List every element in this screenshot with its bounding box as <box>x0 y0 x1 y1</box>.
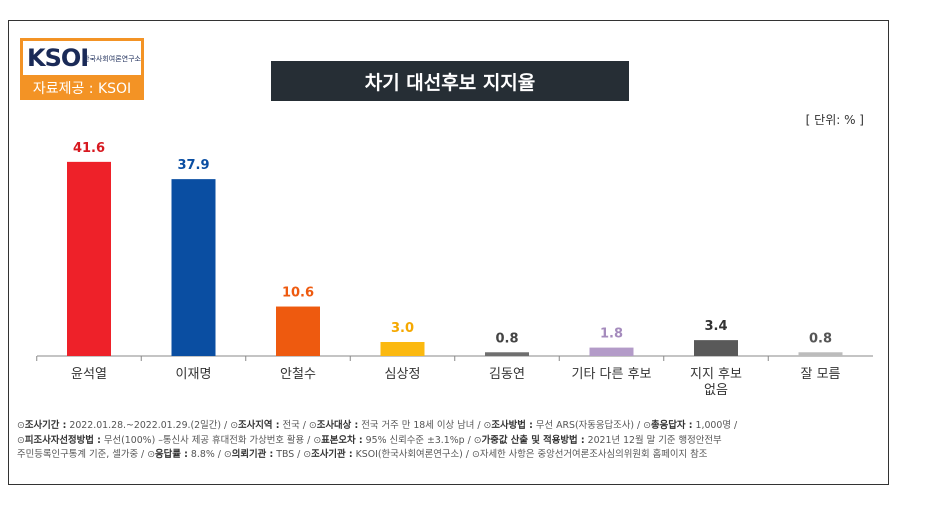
footnote-key: 조사기간 : <box>24 420 67 431</box>
bar-5 <box>485 352 529 356</box>
footnote-bullet: ⊙ <box>471 449 480 460</box>
footnote-key: 의뢰기관 : <box>231 449 274 460</box>
bar-7 <box>694 340 738 356</box>
footnote-key: 조사방법 : <box>491 420 533 431</box>
logo-subtitle: 한국사회여론연구소 <box>83 55 141 63</box>
logo-mark: KSOI <box>27 44 89 72</box>
footnote-bullet: ⊙ <box>308 420 317 431</box>
bar-4 <box>380 342 425 356</box>
footnote-line-3: 주민등록인구통계 기준, 셀가중 / ⊙응답률 : 8.8% / ⊙의뢰기관 :… <box>17 448 883 463</box>
value-label-3: 10.6 <box>282 286 314 301</box>
footnote-key: 조사대상 : <box>316 420 359 431</box>
footnote-bullet: ⊙ <box>643 420 651 431</box>
bar-6 <box>589 347 634 356</box>
footnote-value: 자세한 사항은 중앙선거여론조사심의위원회 홈페이지 참조 <box>479 449 708 460</box>
category-label-7: 없음 <box>704 383 728 398</box>
bar-8 <box>798 352 843 356</box>
category-label-6: 기타 다른 후보 <box>571 367 651 382</box>
footnote-bullet: ⊙ <box>313 434 322 446</box>
chart-frame: KSOI 한국사회여론연구소 자료제공 : KSOI 차기 대선후보 지지율 [… <box>8 20 889 485</box>
footnote-value: TBS / <box>273 449 304 460</box>
bar-2 <box>171 179 216 356</box>
footnote-value: 1,000명 / <box>692 420 738 431</box>
footnote-value: 8.8% / <box>187 449 224 460</box>
footnote-key: 표본오차 : <box>321 434 363 446</box>
footnote-key: 총응답자 : <box>651 420 693 431</box>
footnote-key: 조사지역 : <box>238 420 280 431</box>
category-label-3: 안철수 <box>280 367 316 382</box>
logo-top: KSOI 한국사회여론연구소 <box>23 41 141 75</box>
category-label-8: 잘 모름 <box>800 367 840 382</box>
footnote-value: 무선(100%) –통신사 제공 휴대전화 가상번호 활용 / <box>100 434 314 446</box>
ksoi-logo: KSOI 한국사회여론연구소 자료제공 : KSOI <box>20 38 144 100</box>
value-label-1: 41.6 <box>73 141 105 156</box>
footnote-bullet: ⊙ <box>17 420 25 431</box>
footnote-bullet: ⊙ <box>473 434 482 446</box>
footnote-bullet: ⊙ <box>223 449 232 460</box>
footnote-key: 가중값 산출 및 적용방법 : <box>481 434 585 446</box>
category-label-5: 김동연 <box>489 367 525 382</box>
footnote-key: 조사기관 : <box>311 449 353 460</box>
category-label-1: 윤석열 <box>71 367 107 382</box>
footnote-line-2: ⊙피조사자선정방법 : 무선(100%) –통신사 제공 휴대전화 가상번호 활… <box>17 434 883 449</box>
value-label-5: 0.8 <box>495 331 518 346</box>
category-label-7: 지지 후보 <box>690 367 742 382</box>
value-label-4: 3.0 <box>391 321 414 336</box>
footnote-value: 전국 거주 만 18세 이상 남녀 / <box>358 420 484 431</box>
footnote-value: KSOI(한국사회여론연구소) / <box>352 449 472 460</box>
footnote-bullet: ⊙ <box>303 449 312 460</box>
footnote-key: 피조사자선정방법 : <box>24 434 101 446</box>
footnote-bullet: ⊙ <box>230 420 239 431</box>
source-label: 자료제공 : KSOI <box>32 81 132 97</box>
value-label-7: 3.4 <box>704 319 727 334</box>
footnote-value: 2021년 12월 말 기준 행정안전부 <box>584 434 722 446</box>
footnote-value: 2022.01.28.~2022.01.29.(2일간) / <box>66 420 231 431</box>
value-label-6: 1.8 <box>600 327 623 342</box>
chart-title: 차기 대선후보 지지율 <box>271 61 629 101</box>
footnote-line-1: ⊙조사기간 : 2022.01.28.~2022.01.29.(2일간) / ⊙… <box>17 419 883 434</box>
footnote-value: 무선 ARS(자동응답조사) / <box>532 420 644 431</box>
bar-3 <box>276 306 320 356</box>
unit-label: [ 단위: % ] <box>805 113 864 127</box>
footnote-bullet: ⊙ <box>483 420 492 431</box>
survey-footnote: ⊙조사기간 : 2022.01.28.~2022.01.29.(2일간) / ⊙… <box>17 419 883 463</box>
bar-chart: 41.6 윤석열 37.9 이재명 10.6 안철수 3.0 심상정 0.8 김동연 1.8 기타 다… <box>36 141 873 398</box>
footnote-value: 주민등록인구통계 기준, 셀가중 / <box>17 449 148 460</box>
footnote-bullet: ⊙ <box>147 449 156 460</box>
value-label-8: 0.8 <box>809 331 832 346</box>
footnote-bullet: ⊙ <box>17 434 25 446</box>
footnote-key: 응답률 : <box>155 449 188 460</box>
footnote-value: 95% 신뢰수준 ±3.1%p / <box>362 434 474 446</box>
footnote-value: 전국 / <box>279 420 309 431</box>
category-label-2: 이재명 <box>176 367 212 382</box>
category-label-4: 심상정 <box>385 367 421 382</box>
bar-1 <box>67 161 111 356</box>
value-label-2: 37.9 <box>177 158 209 173</box>
